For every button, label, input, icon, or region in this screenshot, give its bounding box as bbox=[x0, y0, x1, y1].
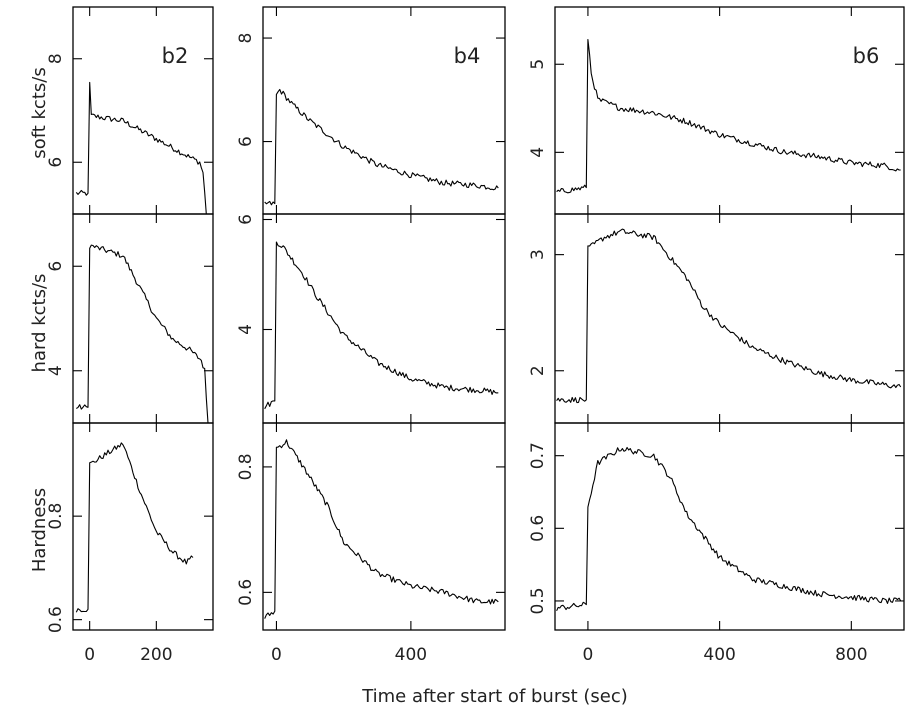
panel-b2-row1-ytick-label-0: 4 bbox=[46, 365, 66, 376]
panel-b4-row1-series-line bbox=[264, 241, 499, 410]
b2-xtick-label-0: 0 bbox=[84, 645, 95, 665]
panel-b6-row0-ytick-label-0: 4 bbox=[528, 147, 548, 158]
b2-xtick-label-1: 200 bbox=[140, 645, 172, 665]
panel-b2-row2-ytick-label-0: 0.6 bbox=[46, 606, 66, 633]
b6-xtick-label-0: 0 bbox=[583, 645, 594, 665]
panel-b6-row0-frame bbox=[554, 6, 905, 215]
panels-group: 6 8 b2 4 6 0.6 0.8 0 200 6 8 b4 4 6 0.6 0.8 0 400 4 5 b6 2 3 0.… bbox=[46, 6, 905, 665]
b4-panel-label: b4 bbox=[454, 44, 481, 68]
panel-b6-row2-ytick-label-1: 0.6 bbox=[528, 515, 548, 542]
panel-b2-row0-ytick-label-1: 8 bbox=[46, 53, 66, 64]
panel-b4-row0-ytick-label-1: 8 bbox=[236, 33, 256, 44]
panel-b4-row0-ytick-label-0: 6 bbox=[236, 136, 256, 147]
panel-b2-row1-series-line bbox=[76, 244, 209, 424]
panel-b2-row1-frame bbox=[72, 213, 214, 424]
panel-b4-row2-ytick-label-1: 0.8 bbox=[236, 453, 256, 480]
panel-b6-row0-ytick-label-1: 5 bbox=[528, 59, 548, 70]
panel-b4-row2-ytick-label-0: 0.6 bbox=[236, 579, 256, 606]
panel-b6-row1-ytick-label-0: 2 bbox=[528, 365, 548, 376]
panel-b2-row1-ytick-label-1: 6 bbox=[46, 261, 66, 272]
panel-b6-row2-ytick-label-2: 0.7 bbox=[528, 442, 548, 469]
panel-b2-row0-frame bbox=[72, 6, 214, 215]
b6-panel-label: b6 bbox=[853, 44, 880, 68]
ylabel-soft: soft kcts/s bbox=[29, 67, 50, 158]
ylabel-hard: hard kcts/s bbox=[29, 274, 50, 373]
panel-b4-row2-series-line bbox=[264, 439, 499, 619]
b2-panel-label: b2 bbox=[162, 44, 189, 68]
b4-xtick-label-1: 400 bbox=[395, 645, 427, 665]
panel-b4-row2-frame bbox=[262, 422, 506, 631]
panel-b2-row2-ytick-label-1: 0.8 bbox=[46, 503, 66, 530]
panel-b6-row2-series-line bbox=[556, 446, 902, 612]
panel-b6-row0-series-line bbox=[556, 38, 901, 194]
panel-b2-row2-frame bbox=[72, 422, 214, 631]
panel-b4-row1-ytick-label-1: 6 bbox=[236, 214, 256, 225]
panel-b6-row2-ytick-label-0: 0.5 bbox=[528, 587, 548, 614]
xlabel: Time after start of burst (sec) bbox=[361, 686, 628, 707]
b6-xtick-label-1: 400 bbox=[703, 645, 735, 665]
panel-b6-row1-ytick-label-1: 3 bbox=[528, 249, 548, 260]
panel-b4-row1-ytick-label-0: 4 bbox=[236, 324, 256, 335]
b6-xtick-label-2: 800 bbox=[835, 645, 867, 665]
panel-b4-row0-series-line bbox=[264, 88, 499, 206]
panel-b2-row0-series-line bbox=[75, 81, 207, 215]
panel-b6-row1-frame bbox=[554, 213, 905, 424]
panel-b2-row2-series-line bbox=[75, 442, 194, 613]
panel-b6-row2-frame bbox=[554, 422, 905, 631]
panel-b2-row0-ytick-label-0: 6 bbox=[46, 157, 66, 168]
ylabel-hardness: Hardness bbox=[29, 488, 50, 572]
panel-b6-row1-series-line bbox=[556, 228, 902, 404]
b4-xtick-label-0: 0 bbox=[271, 645, 282, 665]
